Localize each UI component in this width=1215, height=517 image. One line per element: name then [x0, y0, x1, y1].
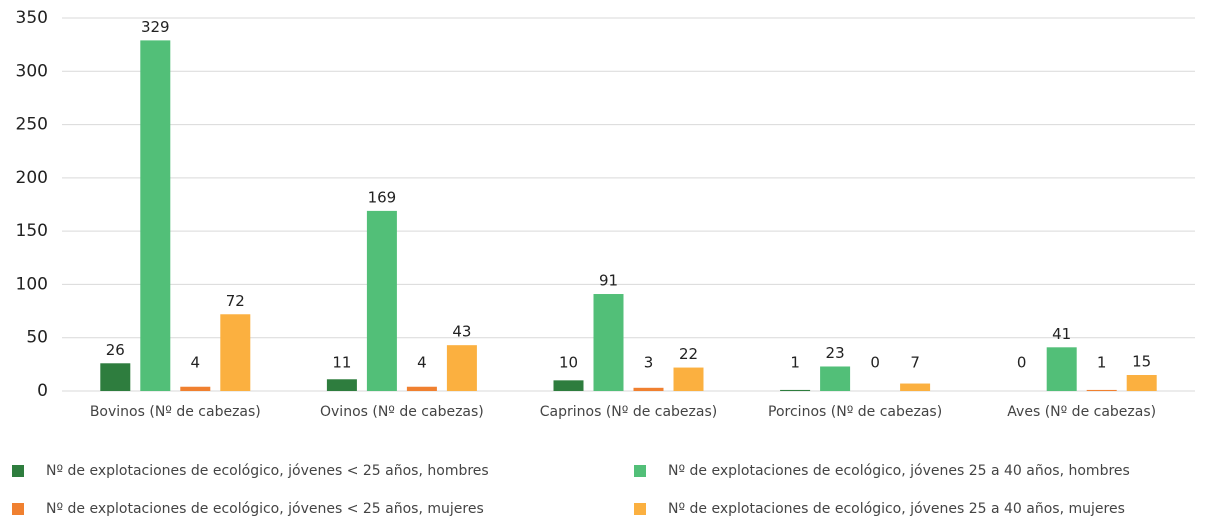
legend-swatch [12, 503, 24, 515]
data-label: 4 [191, 354, 201, 372]
data-label: 1 [790, 354, 800, 372]
data-label: 41 [1052, 325, 1071, 343]
bar [140, 40, 171, 391]
bar [220, 314, 251, 391]
bar [100, 363, 131, 391]
data-label: 169 [368, 188, 397, 206]
y-tick-label: 100 [16, 274, 48, 294]
data-label: 91 [599, 272, 618, 290]
data-label: 329 [141, 18, 170, 36]
y-tick-label: 200 [16, 168, 48, 188]
bar [780, 389, 811, 391]
x-tick-label: Aves (Nº de cabezas) [1007, 404, 1156, 420]
data-label: 3 [644, 354, 654, 372]
y-tick-label: 300 [16, 61, 48, 81]
bar [900, 383, 931, 391]
data-label: 11 [332, 354, 351, 372]
bar [593, 294, 624, 391]
data-label: 7 [910, 354, 920, 372]
bar [1086, 389, 1117, 391]
data-label: 0 [870, 354, 880, 372]
bar [1046, 347, 1077, 391]
y-tick-label: 150 [16, 221, 48, 241]
data-label: 23 [826, 344, 845, 362]
data-label: 26 [106, 341, 125, 359]
legend-label: Nº de explotaciones de ecológico, jóvene… [46, 463, 489, 479]
x-tick-label: Porcinos (Nº de cabezas) [768, 404, 942, 420]
legend-label: Nº de explotaciones de ecológico, jóvene… [46, 501, 484, 517]
bar [673, 367, 704, 391]
bar [1126, 375, 1157, 391]
data-label: 4 [417, 354, 427, 372]
y-tick-label: 250 [16, 115, 48, 135]
legend-label: Nº de explotaciones de ecológico, jóvene… [668, 463, 1130, 479]
data-label: 1 [1097, 354, 1107, 372]
y-tick-label: 350 [16, 8, 48, 28]
x-tick-label: Caprinos (Nº de cabezas) [540, 404, 717, 420]
data-label: 0 [1017, 354, 1027, 372]
x-tick-label: Ovinos (Nº de cabezas) [320, 404, 484, 420]
bar [446, 345, 477, 391]
y-tick-label: 50 [26, 328, 48, 348]
data-label: 72 [226, 292, 245, 310]
y-tick-label: 0 [37, 381, 48, 401]
bar [553, 380, 584, 391]
bar [180, 386, 211, 391]
bar [366, 210, 397, 391]
legend-swatch [634, 503, 646, 515]
data-label: 15 [1132, 353, 1151, 371]
bar [406, 386, 437, 391]
bar [326, 379, 357, 391]
legend-swatch [634, 465, 646, 477]
legend-swatch [12, 465, 24, 477]
bar [633, 387, 664, 391]
bar [820, 366, 851, 391]
x-tick-label: Bovinos (Nº de cabezas) [90, 404, 261, 420]
legend-label: Nº de explotaciones de ecológico, jóvene… [668, 501, 1125, 517]
data-label: 43 [452, 323, 471, 341]
data-label: 22 [679, 345, 698, 363]
data-label: 10 [559, 354, 578, 372]
